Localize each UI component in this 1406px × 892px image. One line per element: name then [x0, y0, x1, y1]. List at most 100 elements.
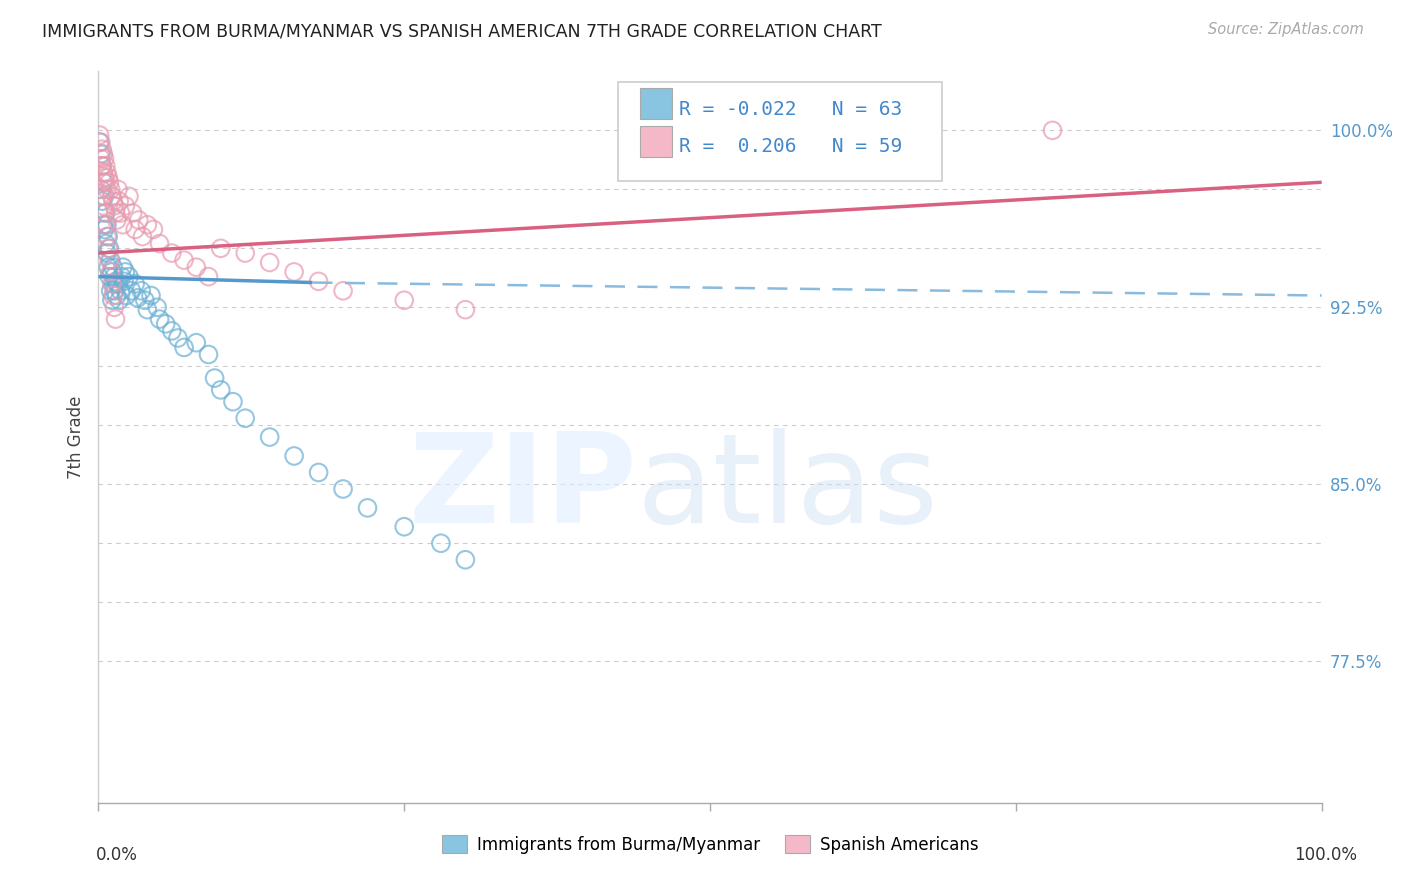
Text: Source: ZipAtlas.com: Source: ZipAtlas.com — [1208, 22, 1364, 37]
Point — [100, 182, 122, 196]
Point — [98, 253, 121, 268]
FancyBboxPatch shape — [619, 82, 942, 181]
Point — [101, 265, 124, 279]
Point — [89, 128, 111, 142]
Point — [136, 302, 159, 317]
Point — [91, 194, 114, 208]
Point — [283, 449, 305, 463]
Point — [111, 269, 134, 284]
Point — [454, 302, 477, 317]
Point — [101, 288, 124, 302]
Point — [110, 206, 132, 220]
Text: IMMIGRANTS FROM BURMA/MYANMAR VS SPANISH AMERICAN 7TH GRADE CORRELATION CHART: IMMIGRANTS FROM BURMA/MYANMAR VS SPANISH… — [42, 22, 882, 40]
Point — [146, 301, 169, 315]
Point — [103, 269, 125, 284]
Point — [108, 293, 131, 308]
Point — [91, 166, 114, 180]
Point — [149, 312, 172, 326]
Point — [233, 411, 256, 425]
Point — [111, 260, 134, 275]
Point — [124, 222, 146, 236]
Point — [90, 135, 112, 149]
Point — [101, 189, 124, 203]
Point — [115, 288, 138, 302]
Point — [103, 301, 125, 315]
Point — [259, 430, 281, 444]
Point — [101, 260, 124, 275]
Point — [186, 335, 208, 350]
Point — [283, 265, 305, 279]
Point — [90, 147, 112, 161]
Point — [173, 253, 195, 268]
Point — [103, 284, 125, 298]
Point — [91, 147, 114, 161]
Point — [149, 236, 172, 251]
Point — [127, 291, 149, 305]
Text: atlas: atlas — [637, 428, 939, 549]
Point — [167, 331, 190, 345]
Point — [1042, 123, 1064, 137]
Point — [186, 260, 208, 275]
Point — [111, 218, 134, 232]
Point — [104, 206, 127, 220]
Point — [101, 293, 124, 308]
Point — [103, 199, 125, 213]
Point — [332, 284, 354, 298]
Text: R = -0.022   N = 63: R = -0.022 N = 63 — [679, 100, 903, 119]
Point — [124, 277, 146, 291]
Point — [94, 206, 117, 220]
Point — [100, 284, 122, 298]
Point — [98, 241, 121, 255]
Point — [91, 199, 114, 213]
Point — [91, 218, 114, 232]
Point — [114, 265, 136, 279]
Point — [129, 284, 152, 298]
Point — [97, 260, 120, 275]
Point — [94, 159, 117, 173]
Point — [89, 135, 111, 149]
Text: 100.0%: 100.0% — [1294, 846, 1357, 863]
Point — [197, 269, 219, 284]
Point — [96, 182, 118, 196]
Point — [155, 317, 177, 331]
Point — [100, 265, 122, 279]
Point — [93, 206, 115, 220]
Point — [96, 166, 118, 180]
Point — [93, 189, 115, 203]
Point — [90, 182, 112, 196]
Point — [94, 175, 117, 189]
Point — [142, 222, 165, 236]
Point — [97, 241, 120, 255]
Point — [430, 536, 453, 550]
Point — [392, 520, 416, 534]
Point — [90, 152, 112, 166]
Point — [101, 277, 124, 291]
Point — [160, 246, 183, 260]
Point — [91, 159, 114, 173]
Point — [91, 159, 114, 173]
Point — [131, 229, 153, 244]
Point — [204, 371, 226, 385]
Point — [114, 199, 136, 213]
Point — [104, 312, 127, 326]
Point — [108, 194, 131, 208]
Text: ZIP: ZIP — [408, 428, 637, 549]
Point — [160, 324, 183, 338]
Point — [173, 340, 195, 354]
Point — [209, 383, 232, 397]
Point — [91, 175, 114, 189]
Point — [98, 175, 121, 189]
Point — [100, 253, 122, 268]
Point — [120, 284, 142, 298]
Point — [94, 236, 117, 251]
Point — [332, 482, 354, 496]
Point — [98, 269, 121, 284]
Point — [91, 142, 114, 156]
Point — [110, 284, 132, 298]
Point — [91, 189, 114, 203]
Point — [222, 394, 245, 409]
Point — [392, 293, 416, 308]
Point — [356, 500, 378, 515]
Point — [101, 194, 124, 208]
Text: R =  0.206   N = 59: R = 0.206 N = 59 — [679, 137, 903, 156]
